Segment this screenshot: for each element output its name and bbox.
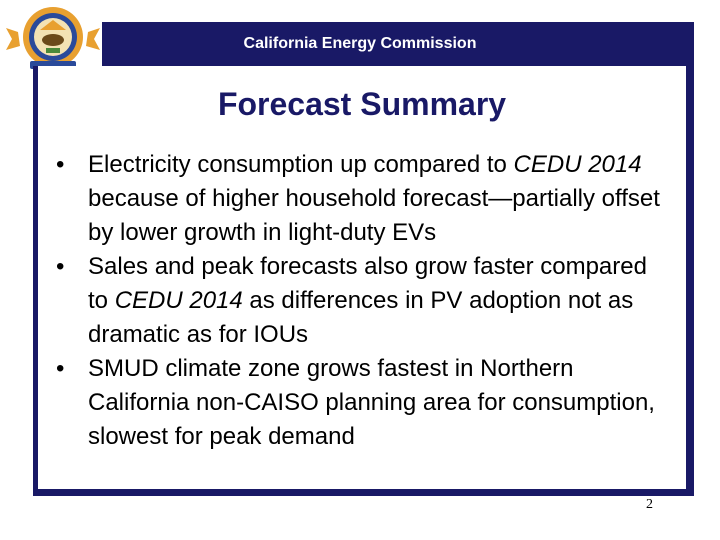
bullet-text-run: Electricity consumption up compared to — [88, 151, 514, 178]
slide-title: Forecast Summary — [217, 86, 507, 122]
bullet-text-run: SMUD climate zone grows fastest in North… — [88, 355, 655, 450]
seal-left-banner — [6, 28, 20, 50]
bullet-text-run: as differences in PV adoption not as dra… — [88, 287, 634, 348]
bullet-item: Electricity consumption up compared to C… — [55, 148, 665, 250]
banner-title: California Energy Commission — [243, 35, 477, 52]
frame-bottom-border — [33, 489, 694, 496]
seal-ground — [46, 48, 60, 53]
bullet-text-run: Sales and peak forecasts also grow faste… — [88, 253, 647, 314]
bullet-text-run: CEDU 2014 — [513, 151, 642, 178]
energy-commission-seal — [6, 7, 100, 69]
seal-bear-icon — [42, 34, 64, 46]
bullet-list: Electricity consumption up compared to C… — [55, 148, 665, 454]
seal-right-banner — [86, 28, 100, 50]
frame-right-border — [686, 66, 694, 496]
page-number: 2 — [646, 497, 653, 512]
bullet-text-run: CEDU 2014 — [114, 287, 243, 314]
bullet-text-run: because of higher household forecast—par… — [88, 185, 660, 246]
frame-left-border — [33, 66, 38, 496]
bullet-item: SMUD climate zone grows fastest in North… — [55, 352, 665, 454]
bullet-item: Sales and peak forecasts also grow faste… — [55, 250, 665, 352]
seal-sun-icon — [40, 20, 66, 30]
title-banner — [102, 22, 694, 66]
